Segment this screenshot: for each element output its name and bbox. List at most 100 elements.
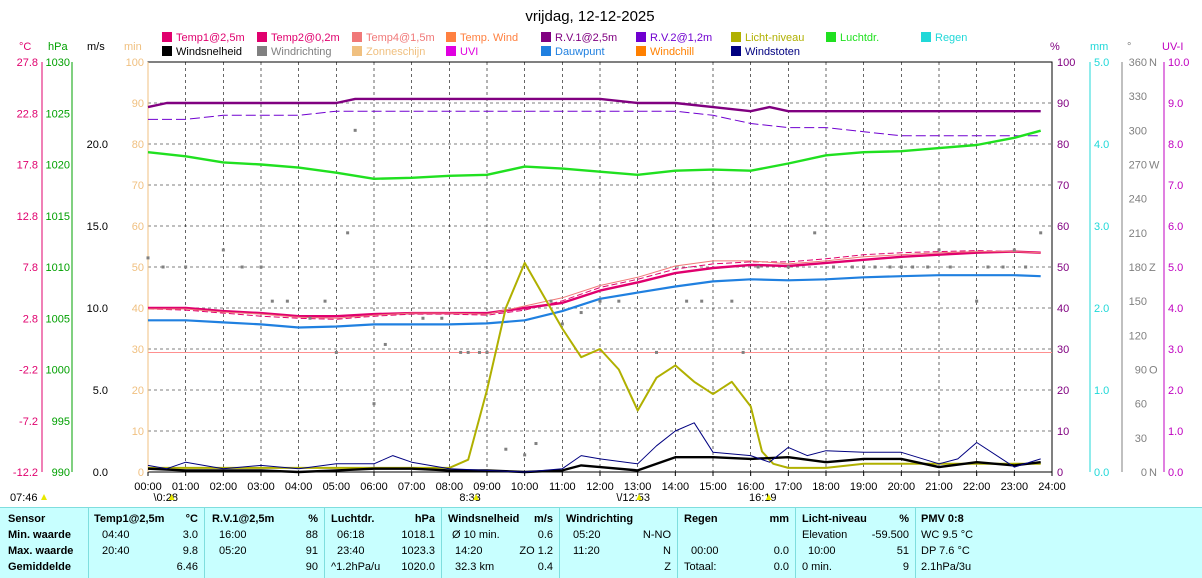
tick-label-minutes: 10	[132, 426, 144, 438]
legend-swatch	[257, 46, 267, 56]
legend-item: Zonneschijn	[352, 46, 425, 58]
x-tick-label: 19:00	[850, 481, 878, 493]
wind-direction-point	[1001, 265, 1005, 269]
press-max-value: 1023.3	[401, 545, 435, 557]
tick-label-hpa: 990	[52, 467, 70, 479]
tick-label-degrees: 180	[1129, 262, 1147, 274]
legend-swatch	[731, 46, 741, 56]
hdr-wind-unit: m/s	[534, 513, 553, 525]
sun-marker-icon	[168, 494, 175, 500]
row-max-label: Max. waarde	[8, 545, 74, 557]
time-marker-label: 07:46	[10, 492, 38, 503]
series-line-windstoten	[147, 422, 1041, 473]
wind-direction-point	[372, 402, 376, 406]
tick-label-uvi: 6.0	[1168, 221, 1183, 233]
wind-direction-point	[161, 265, 165, 269]
legend-label: Temp1@2,5m	[176, 32, 245, 44]
tick-label-mm: 2.0	[1094, 303, 1109, 315]
wind-direction-point	[485, 350, 489, 354]
pmv-dewpoint: DP 7.6 °C	[921, 545, 970, 557]
wind-direction-point	[617, 299, 621, 303]
tick-label-ms: 15.0	[87, 221, 108, 233]
dir-avg-value: Z	[664, 561, 671, 573]
time-marker: 8:33	[459, 492, 480, 503]
wind-direction-point	[346, 231, 350, 235]
tick-label-minutes: 30	[132, 344, 144, 356]
legend-label: Zonneschijn	[366, 46, 425, 58]
tick-label-celsius: 27.8	[17, 57, 38, 69]
rain-max-time: 00:00	[691, 545, 719, 557]
series-line-temp4-1-5m	[148, 251, 1041, 319]
axis-units: °C hPa m/s min% mm ° UV-I	[19, 41, 1183, 53]
x-tick-label: 18:00	[812, 481, 840, 493]
tick-label-degrees: 210	[1129, 228, 1147, 240]
sun-marker-icon	[41, 494, 47, 500]
rv-min-time: 16:00	[219, 529, 247, 541]
time-marker: 07:46	[10, 492, 47, 503]
x-tick-label: 16:00	[737, 481, 765, 493]
tick-label-uvi: 5.0	[1168, 262, 1183, 274]
wind-direction-point	[146, 256, 150, 260]
x-tick-label: 00:00	[134, 481, 162, 493]
tick-label-percent: 70	[1057, 180, 1069, 192]
tick-label-mm: 5.0	[1094, 57, 1109, 69]
tick-label-celsius: 12.8	[17, 211, 38, 223]
tick-label-compass: N	[1149, 467, 1157, 479]
tick-label-percent: 30	[1057, 344, 1069, 356]
sun-marker-icon	[473, 494, 480, 500]
wind-direction-point	[986, 265, 990, 269]
time-marker-label: 16:19	[749, 492, 777, 503]
wind-direction-point	[579, 311, 583, 315]
tick-label-degrees: 240	[1129, 194, 1147, 206]
tick-label-ms: 0.0	[93, 467, 108, 479]
rain-total-label: Totaal:	[684, 561, 717, 573]
hdr-light-unit: %	[899, 513, 909, 525]
chart-title: vrijdag, 12-12-2025	[525, 8, 654, 25]
tick-label-degrees: 270	[1129, 160, 1147, 172]
legend-label: Windsnelheid	[176, 46, 242, 58]
tick-label-celsius: 17.8	[17, 160, 38, 172]
light-elevation-label: Elevation	[802, 529, 848, 541]
tick-label-degrees: 150	[1129, 296, 1147, 308]
tick-label-hpa: 995	[52, 416, 70, 428]
temp-avg-value: 6.46	[176, 561, 198, 573]
rv-avg-value: 90	[305, 561, 318, 573]
x-tick-label: 09:00	[473, 481, 501, 493]
axis-unit-degrees: °	[1127, 41, 1131, 53]
tick-label-degrees: 90	[1135, 365, 1147, 377]
legend-label: UVI	[460, 46, 478, 58]
wind-direction-point	[937, 248, 941, 252]
wind-direction-point	[259, 265, 263, 269]
light-sun-minutes: 0 min.	[802, 561, 832, 573]
axis-unit-uvi: UV-I	[1162, 41, 1183, 53]
x-tick-label: 13:00	[624, 481, 652, 493]
tick-label-uvi: 3.0	[1168, 344, 1183, 356]
legend-item: UVI	[446, 46, 478, 58]
press-min-time: 06:18	[337, 529, 365, 541]
temp-max-value: 9.8	[182, 545, 198, 557]
wind-direction-point	[353, 128, 357, 132]
axis-unit-percent: %	[1050, 41, 1060, 53]
legend-label: Temp4@1,5m	[366, 32, 435, 44]
x-tick-label: 17:00	[775, 481, 803, 493]
wind-direction-point	[440, 316, 444, 320]
tick-label-ms: 20.0	[87, 139, 108, 151]
wind-direction-point	[741, 350, 745, 354]
wind-direction-point	[756, 265, 760, 269]
pmv-windchill: WC 9.5 °C	[921, 529, 974, 541]
series-line-luchtdr-	[147, 129, 1042, 180]
temp-min-value: 3.0	[182, 529, 198, 541]
series-line-temp1-2-5m	[148, 250, 1041, 318]
legend-swatch	[826, 32, 836, 42]
tick-label-percent: 100	[1057, 57, 1075, 69]
tick-label-uvi: 7.0	[1168, 180, 1183, 192]
wind-direction-point	[466, 350, 470, 354]
tick-label-hpa: 1010	[46, 262, 70, 274]
tick-label-hpa: 1005	[46, 313, 70, 325]
tick-label-uvi: 8.0	[1168, 139, 1183, 151]
wind-direction-point	[948, 265, 952, 269]
series-windrichting	[146, 128, 1043, 457]
legend-label: Temp2@0,2m	[271, 32, 340, 44]
wind-direction-point	[270, 299, 274, 303]
x-tick-label: 03:00	[247, 481, 275, 493]
